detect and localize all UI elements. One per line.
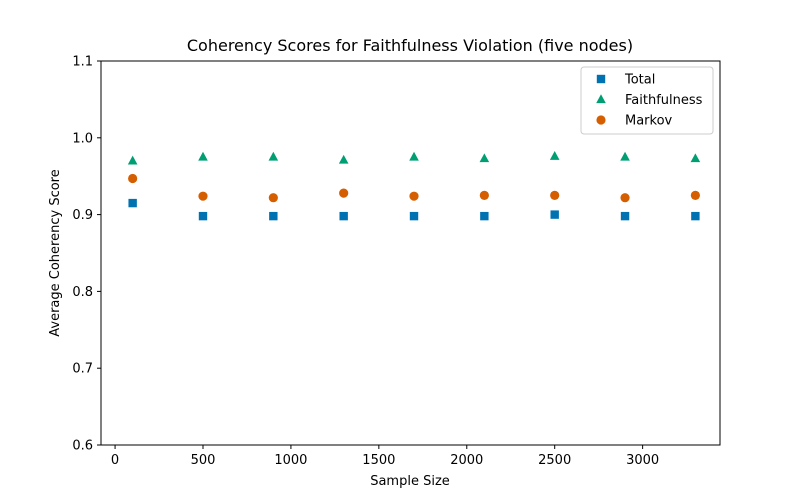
- markov-point: [409, 191, 419, 201]
- y-axis-label: Average Coherency Score: [48, 169, 63, 336]
- x-tick-label: 500: [191, 453, 216, 468]
- faithfulness-point: [620, 151, 630, 161]
- markov-point: [198, 191, 208, 201]
- y-tick-label: 1.1: [72, 55, 93, 70]
- total-point: [550, 210, 559, 219]
- legend-marker-faithfulness: [596, 94, 606, 104]
- markov-point: [690, 190, 700, 200]
- x-tick-label: 1000: [274, 453, 307, 468]
- legend-box: [580, 66, 714, 135]
- markov-point: [479, 190, 489, 200]
- total-point: [198, 211, 208, 221]
- data-points: [127, 151, 701, 221]
- y-tick-label: 0.9: [72, 208, 93, 223]
- x-tick-label: 2000: [450, 453, 483, 468]
- markov-point: [128, 173, 138, 184]
- total-point: [128, 198, 137, 208]
- legend-marker-markov: [596, 115, 606, 125]
- faithfulness-point: [268, 151, 279, 161]
- total-point: [620, 211, 630, 221]
- y-tick-label: 0.8: [72, 285, 93, 300]
- legend-label-faithfulness: Faithfulness: [625, 93, 703, 108]
- y-tick-label: 0.7: [72, 362, 93, 377]
- total-point: [480, 211, 489, 221]
- faithfulness-point: [127, 155, 138, 165]
- total-point: [691, 211, 700, 221]
- faithfulness-point: [198, 151, 208, 161]
- total-point: [269, 211, 278, 221]
- legend-label-total: Total: [624, 73, 655, 88]
- y-tick-label: 0.6: [72, 439, 93, 454]
- plot-frame: [100, 60, 721, 446]
- legend-marker-total: [596, 74, 606, 84]
- x-tick-label: 3000: [626, 453, 659, 468]
- total-point: [339, 211, 348, 221]
- faithfulness-point: [549, 151, 560, 160]
- x-tick-label: 0: [111, 453, 119, 468]
- markov-point: [339, 188, 349, 198]
- faithfulness-point: [479, 153, 490, 163]
- legend-label-markov: Markov: [625, 114, 673, 129]
- markov-point: [620, 193, 630, 203]
- plot-area: [100, 60, 721, 446]
- faithfulness-point: [338, 154, 349, 164]
- legend: Total Faithfulness Markov: [580, 66, 714, 135]
- faithfulness-point: [409, 151, 419, 161]
- markov-point: [550, 190, 560, 200]
- total-point: [409, 211, 419, 221]
- x-tick-label: 2500: [538, 453, 571, 468]
- y-axis: 0.6 0.7 0.8 0.9 1.0 1.1: [72, 55, 101, 454]
- faithfulness-point: [690, 153, 701, 163]
- chart-title: Coherency Scores for Faithfulness Violat…: [187, 36, 633, 55]
- x-axis: 0 500 1000 1500 2000 2500 3000: [111, 445, 659, 468]
- markov-point: [268, 193, 278, 203]
- x-tick-label: 1500: [362, 453, 395, 468]
- y-tick-label: 1.0: [72, 131, 93, 146]
- x-axis-label: Sample Size: [370, 474, 450, 489]
